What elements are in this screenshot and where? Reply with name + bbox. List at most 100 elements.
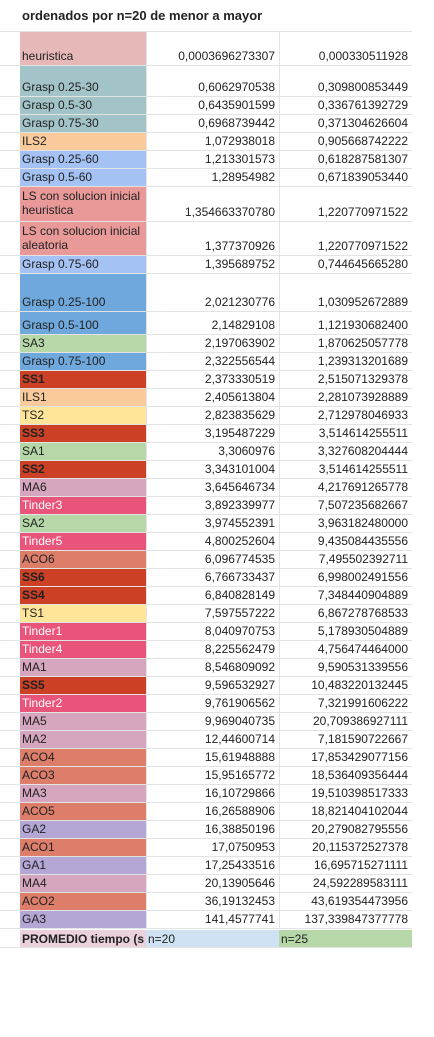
time-n20-cell[interactable]: 2,14829108 xyxy=(146,312,279,334)
algorithm-name-cell[interactable]: ILS2 xyxy=(20,133,146,150)
time-n25-cell[interactable]: 0,309800853449 xyxy=(279,66,412,96)
time-n20-cell[interactable]: 16,38850196 xyxy=(146,821,279,838)
time-n25-cell[interactable]: 1,220770971522 xyxy=(279,187,412,221)
time-n20-cell[interactable]: 1,377370926 xyxy=(146,222,279,255)
algorithm-name-cell[interactable]: SS1 xyxy=(20,371,146,388)
algorithm-name-cell[interactable]: MA1 xyxy=(20,659,146,676)
time-n20-cell[interactable]: 2,021230776 xyxy=(146,274,279,311)
algorithm-name-cell[interactable]: MA3 xyxy=(20,785,146,802)
time-n20-cell[interactable]: 1,28954982 xyxy=(146,169,279,186)
footer-n20-cell[interactable]: n=20 xyxy=(146,930,279,947)
time-n20-cell[interactable]: 2,405613804 xyxy=(146,389,279,406)
time-n20-cell[interactable]: 0,6435901599 xyxy=(146,97,279,114)
time-n25-cell[interactable]: 0,000330511928 xyxy=(279,32,412,65)
algorithm-name-cell[interactable]: LS con solucion inicial heuristica xyxy=(20,187,146,221)
time-n25-cell[interactable]: 0,671839053440 xyxy=(279,169,412,186)
algorithm-name-cell[interactable]: GA1 xyxy=(20,857,146,874)
time-n20-cell[interactable]: 3,343101004 xyxy=(146,461,279,478)
time-n25-cell[interactable]: 20,709386927111 xyxy=(279,713,412,730)
algorithm-name-cell[interactable]: Grasp 0.25-60 xyxy=(20,151,146,168)
time-n25-cell[interactable]: 7,495502392711 xyxy=(279,551,412,568)
algorithm-name-cell[interactable]: ACO4 xyxy=(20,749,146,766)
time-n25-cell[interactable]: 1,239313201689 xyxy=(279,353,412,370)
time-n20-cell[interactable]: 1,354663370780 xyxy=(146,187,279,221)
time-n20-cell[interactable]: 141,4577741 xyxy=(146,911,279,928)
algorithm-name-cell[interactable]: MA5 xyxy=(20,713,146,730)
algorithm-name-cell[interactable]: Grasp 0.75-60 xyxy=(20,256,146,273)
time-n25-cell[interactable]: 3,963182480000 xyxy=(279,515,412,532)
algorithm-name-cell[interactable]: MA4 xyxy=(20,875,146,892)
time-n25-cell[interactable]: 2,281073928889 xyxy=(279,389,412,406)
time-n20-cell[interactable]: 9,969040735 xyxy=(146,713,279,730)
time-n25-cell[interactable]: 6,867278768533 xyxy=(279,605,412,622)
time-n25-cell[interactable]: 0,371304626604 xyxy=(279,115,412,132)
time-n25-cell[interactable]: 0,336761392729 xyxy=(279,97,412,114)
time-n20-cell[interactable]: 6,766733437 xyxy=(146,569,279,586)
time-n20-cell[interactable]: 8,546809092 xyxy=(146,659,279,676)
time-n25-cell[interactable]: 0,618287581307 xyxy=(279,151,412,168)
algorithm-name-cell[interactable]: SS6 xyxy=(20,569,146,586)
time-n25-cell[interactable]: 20,279082795556 xyxy=(279,821,412,838)
algorithm-name-cell[interactable]: Grasp 0.75-100 xyxy=(20,353,146,370)
time-n25-cell[interactable]: 10,483220132445 xyxy=(279,677,412,694)
time-n25-cell[interactable]: 7,348440904889 xyxy=(279,587,412,604)
time-n20-cell[interactable]: 3,892339977 xyxy=(146,497,279,514)
time-n20-cell[interactable]: 15,95165772 xyxy=(146,767,279,784)
algorithm-name-cell[interactable]: SA2 xyxy=(20,515,146,532)
time-n25-cell[interactable]: 0,905668742222 xyxy=(279,133,412,150)
algorithm-name-cell[interactable]: GA3 xyxy=(20,911,146,928)
time-n20-cell[interactable]: 8,040970753 xyxy=(146,623,279,640)
time-n20-cell[interactable]: 9,596532927 xyxy=(146,677,279,694)
time-n25-cell[interactable]: 20,115372527378 xyxy=(279,839,412,856)
algorithm-name-cell[interactable]: ACO1 xyxy=(20,839,146,856)
algorithm-name-cell[interactable]: Grasp 0.75-30 xyxy=(20,115,146,132)
time-n20-cell[interactable]: 1,213301573 xyxy=(146,151,279,168)
algorithm-name-cell[interactable]: SS3 xyxy=(20,425,146,442)
time-n20-cell[interactable]: 6,096774535 xyxy=(146,551,279,568)
algorithm-name-cell[interactable]: ACO3 xyxy=(20,767,146,784)
time-n25-cell[interactable]: 1,870625057778 xyxy=(279,335,412,352)
time-n25-cell[interactable]: 7,507235682667 xyxy=(279,497,412,514)
algorithm-name-cell[interactable]: ILS1 xyxy=(20,389,146,406)
algorithm-name-cell[interactable]: Tinder4 xyxy=(20,641,146,658)
time-n25-cell[interactable]: 17,853429077156 xyxy=(279,749,412,766)
time-n20-cell[interactable]: 1,395689752 xyxy=(146,256,279,273)
time-n25-cell[interactable]: 0,744645665280 xyxy=(279,256,412,273)
time-n20-cell[interactable]: 3,974552391 xyxy=(146,515,279,532)
algorithm-name-cell[interactable]: MA6 xyxy=(20,479,146,496)
time-n25-cell[interactable]: 18,821404102044 xyxy=(279,803,412,820)
time-n20-cell[interactable]: 8,225562479 xyxy=(146,641,279,658)
time-n20-cell[interactable]: 15,61948888 xyxy=(146,749,279,766)
time-n25-cell[interactable]: 16,695715271111 xyxy=(279,857,412,874)
algorithm-name-cell[interactable]: Grasp 0.25-100 xyxy=(20,274,146,311)
time-n20-cell[interactable]: 12,44600714 xyxy=(146,731,279,748)
algorithm-name-cell[interactable]: Grasp 0.5-30 xyxy=(20,97,146,114)
time-n20-cell[interactable]: 2,373330519 xyxy=(146,371,279,388)
time-n20-cell[interactable]: 2,322556544 xyxy=(146,353,279,370)
time-n25-cell[interactable]: 18,536409356444 xyxy=(279,767,412,784)
time-n25-cell[interactable]: 24,592289583111 xyxy=(279,875,412,892)
algorithm-name-cell[interactable]: Tinder3 xyxy=(20,497,146,514)
time-n20-cell[interactable]: 3,645646734 xyxy=(146,479,279,496)
time-n20-cell[interactable]: 1,072938018 xyxy=(146,133,279,150)
header-title-cell[interactable]: ordenados por n=20 de menor a mayor xyxy=(20,0,286,31)
time-n25-cell[interactable]: 19,510398517333 xyxy=(279,785,412,802)
time-n20-cell[interactable]: 7,597557222 xyxy=(146,605,279,622)
algorithm-name-cell[interactable]: LS con solucion inicial aleatoria xyxy=(20,222,146,255)
algorithm-name-cell[interactable]: MA2 xyxy=(20,731,146,748)
time-n20-cell[interactable]: 0,0003696273307 xyxy=(146,32,279,65)
algorithm-name-cell[interactable]: TS2 xyxy=(20,407,146,424)
time-n20-cell[interactable]: 3,195487229 xyxy=(146,425,279,442)
algorithm-name-cell[interactable]: Tinder1 xyxy=(20,623,146,640)
time-n25-cell[interactable]: 4,217691265778 xyxy=(279,479,412,496)
time-n20-cell[interactable]: 0,6062970538 xyxy=(146,66,279,96)
time-n25-cell[interactable]: 4,756474464000 xyxy=(279,641,412,658)
time-n20-cell[interactable]: 6,840828149 xyxy=(146,587,279,604)
algorithm-name-cell[interactable]: SS5 xyxy=(20,677,146,694)
time-n25-cell[interactable]: 137,339847377778 xyxy=(279,911,412,928)
algorithm-name-cell[interactable]: GA2 xyxy=(20,821,146,838)
time-n25-cell[interactable]: 1,220770971522 xyxy=(279,222,412,255)
time-n25-cell[interactable]: 3,514614255511 xyxy=(279,425,412,442)
algorithm-name-cell[interactable]: Grasp 0.25-30 xyxy=(20,66,146,96)
algorithm-name-cell[interactable]: ACO6 xyxy=(20,551,146,568)
